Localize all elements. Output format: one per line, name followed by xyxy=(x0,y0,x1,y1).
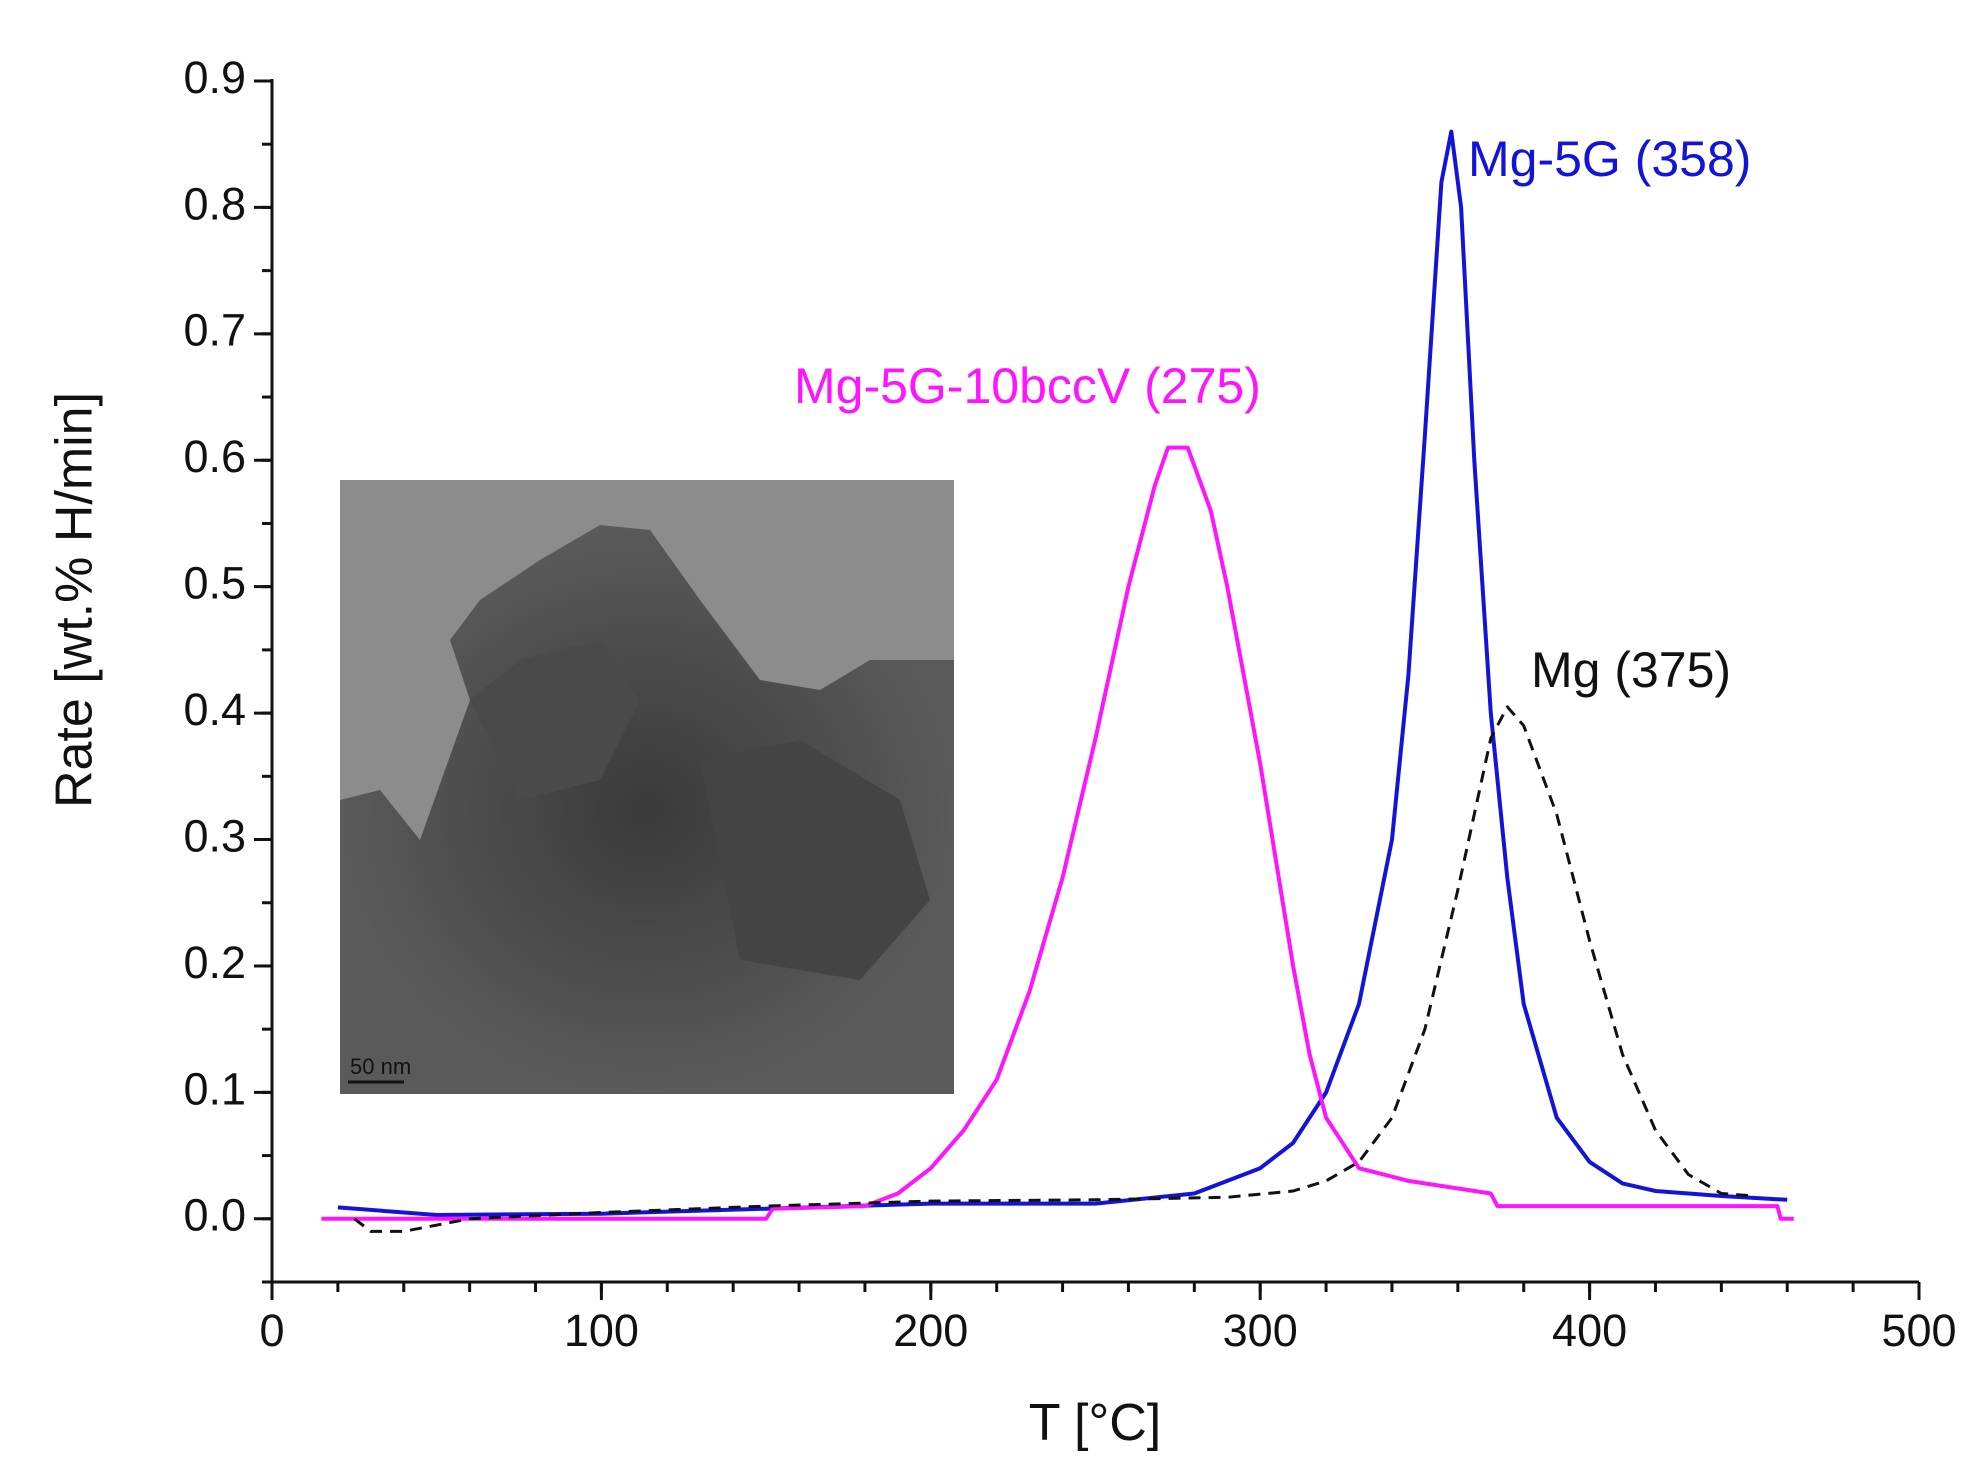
series-label: Mg-5G (358) xyxy=(1468,131,1751,187)
x-tick-label: 0 xyxy=(259,1305,284,1356)
y-axis-title: Rate [wt.% H/min] xyxy=(46,392,104,808)
y-tick-label: 0.9 xyxy=(183,52,246,103)
x-tick-label: 300 xyxy=(1223,1305,1298,1356)
x-tick-label: 500 xyxy=(1881,1305,1956,1356)
y-tick-label: 0.6 xyxy=(183,431,246,482)
y-tick-label: 0.2 xyxy=(183,937,246,988)
page: {"chart_data": { "type": "line", "x_labe… xyxy=(0,0,1966,1458)
inset-image: 50 nm xyxy=(340,480,954,1094)
y-tick-label: 0.5 xyxy=(183,558,246,609)
x-axis-title: T [°C] xyxy=(1029,1394,1162,1452)
inset-scale-label: 50 nm xyxy=(350,1054,411,1079)
chart: 50 nm T [°C] Rate [wt.% H/min] 0.0 0.1 0.2… xyxy=(0,0,1966,1458)
y-tick-label: 0.1 xyxy=(183,1063,246,1114)
y-tick-label: 0.3 xyxy=(183,810,246,861)
series-label: Mg (375) xyxy=(1531,642,1731,698)
y-tick-label: 0.0 xyxy=(183,1190,246,1241)
x-tick-label: 200 xyxy=(893,1305,968,1356)
series-label: Mg-5G-10bccV (275) xyxy=(794,358,1261,414)
x-tick-label: 100 xyxy=(564,1305,639,1356)
y-tick-label: 0.4 xyxy=(183,684,246,735)
y-tick-label: 0.8 xyxy=(183,178,246,229)
y-tick-label: 0.7 xyxy=(183,305,246,356)
x-tick-label: 400 xyxy=(1552,1305,1627,1356)
